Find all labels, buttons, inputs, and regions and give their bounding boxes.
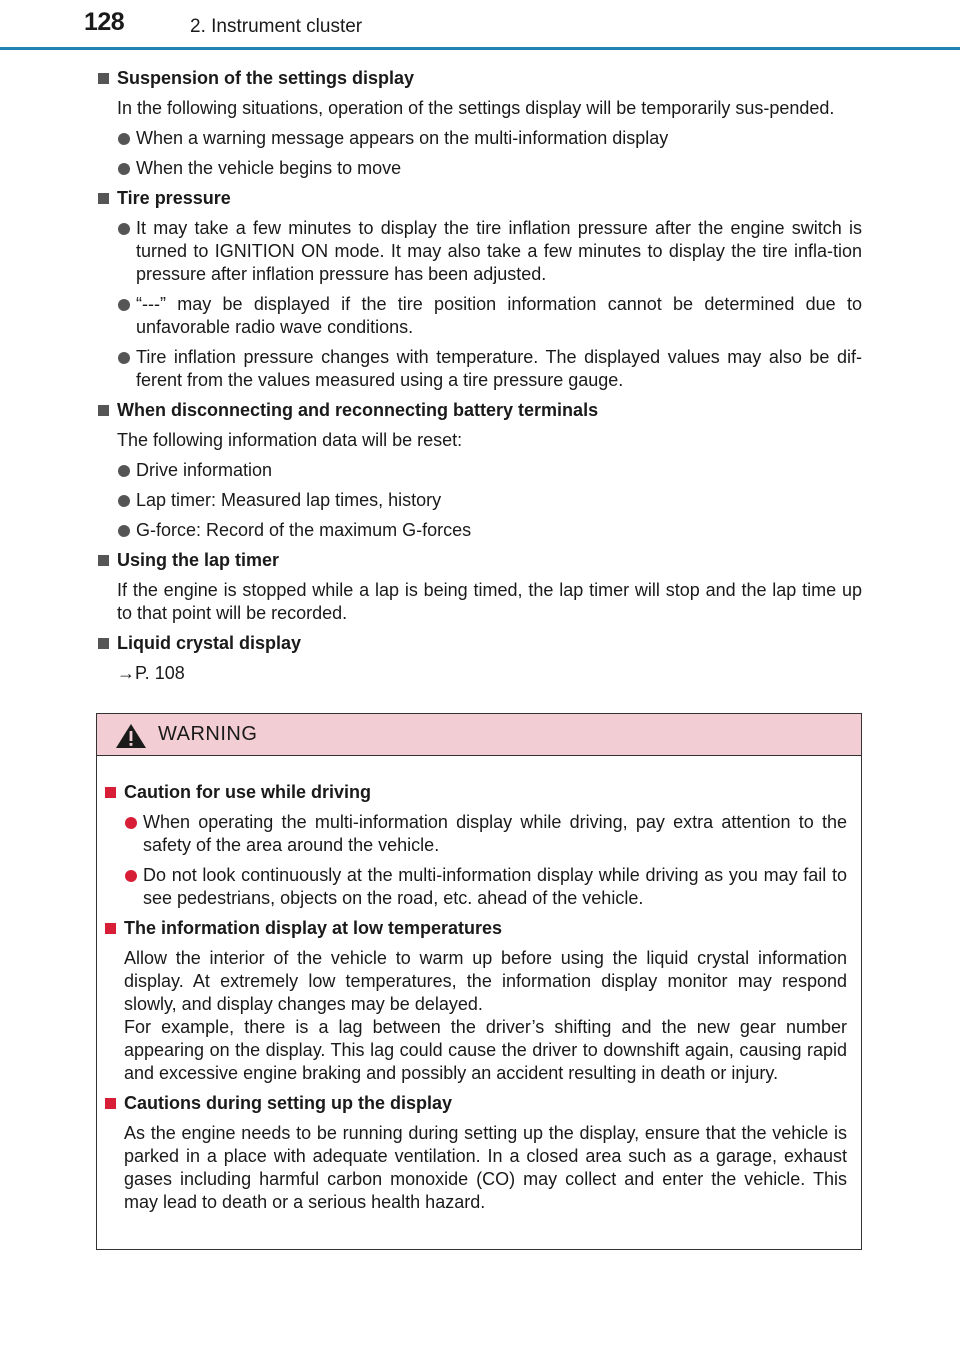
list-item: It may take a few minutes to display the… (96, 217, 862, 286)
heading-text: Liquid crystal display (117, 633, 302, 653)
list-item: “---” may be displayed if the tire posit… (96, 293, 862, 339)
list-item: Lap timer: Measured lap times, history (96, 489, 862, 512)
heading-text: The information display at low temperatu… (124, 918, 503, 938)
warning-section-driving: Caution for use while driving When opera… (103, 781, 847, 910)
square-bullet-icon (98, 555, 109, 566)
paragraph: Allow the interior of the vehicle to war… (124, 948, 847, 1014)
section-lap-timer: Using the lap timer If the engine is sto… (96, 549, 862, 625)
round-bullet-icon (118, 352, 130, 364)
warning-triangle-icon (116, 724, 146, 748)
section-heading: Liquid crystal display (96, 632, 862, 655)
square-bullet-icon (105, 787, 116, 798)
section-heading: Suspension of the settings display (96, 67, 862, 90)
section-heading: Using the lap timer (96, 549, 862, 572)
list-item: Tire inflation pressure changes with tem… (96, 346, 862, 392)
list-item-text: Lap timer: Measured lap times, history (136, 490, 442, 510)
warning-body: Caution for use while driving When opera… (97, 756, 861, 1214)
list-item: Do not look continuously at the multi-in… (103, 864, 847, 910)
list-item-text: When operating the multi-information dis… (143, 812, 847, 855)
list-item-text: Tire inflation pressure changes with tem… (136, 347, 862, 390)
round-bullet-icon (125, 817, 137, 829)
warning-heading: Caution for use while driving (103, 781, 847, 804)
list-item: When a warning message appears on the mu… (96, 127, 862, 150)
list-item-text: Do not look continuously at the multi-in… (143, 865, 847, 908)
square-bullet-icon (105, 923, 116, 934)
paragraph: As the engine needs to be running during… (124, 1123, 847, 1212)
round-bullet-icon (125, 870, 137, 882)
warning-box: WARNING Caution for use while driving Wh… (96, 713, 862, 1250)
header-rule (0, 47, 960, 50)
warning-heading: Cautions during setting up the display (103, 1092, 847, 1115)
section-tire-pressure: Tire pressure It may take a few minutes … (96, 187, 862, 392)
square-bullet-icon (105, 1098, 116, 1109)
square-bullet-icon (98, 638, 109, 649)
chapter-title: 2. Instrument cluster (190, 16, 363, 37)
round-bullet-icon (118, 299, 130, 311)
paragraph: For example, there is a lag between the … (124, 1017, 847, 1083)
paragraph: In the following situations, operation o… (117, 98, 835, 118)
paragraph: The following information data will be r… (117, 430, 463, 450)
list-item-text: When a warning message appears on the mu… (136, 128, 669, 148)
section-battery-terminals: When disconnecting and reconnecting batt… (96, 399, 862, 542)
list-item-text: Drive information (136, 460, 273, 480)
list-item: G-force: Record of the maximum G-forces (96, 519, 862, 542)
round-bullet-icon (118, 133, 130, 145)
list-item-text: It may take a few minutes to display the… (136, 218, 862, 284)
heading-text: Suspension of the settings display (117, 68, 415, 88)
square-bullet-icon (98, 73, 109, 84)
section-heading: Tire pressure (96, 187, 862, 210)
list-item-text: G-force: Record of the maximum G-forces (136, 520, 472, 540)
list-item-text: “---” may be displayed if the tire posit… (136, 294, 862, 337)
section-heading: When disconnecting and reconnecting batt… (96, 399, 862, 422)
heading-text: Tire pressure (117, 188, 231, 208)
page-reference-link[interactable]: →P. 108 (117, 663, 185, 683)
square-bullet-icon (98, 193, 109, 204)
section-settings-suspension: Suspension of the settings display In th… (96, 67, 862, 180)
round-bullet-icon (118, 495, 130, 507)
warning-heading: The information display at low temperatu… (103, 917, 847, 940)
round-bullet-icon (118, 525, 130, 537)
heading-text: Cautions during setting up the display (124, 1093, 453, 1113)
list-item-text: When the vehicle begins to move (136, 158, 402, 178)
round-bullet-icon (118, 163, 130, 175)
heading-text: Using the lap timer (117, 550, 280, 570)
warning-title: WARNING (158, 723, 258, 745)
round-bullet-icon (118, 223, 130, 235)
page-header: 128 2. Instrument cluster (0, 0, 960, 50)
warning-section-low-temp: The information display at low temperatu… (103, 917, 847, 1085)
warning-header: WARNING (97, 714, 861, 756)
list-item: When the vehicle begins to move (96, 157, 862, 180)
warning-section-setup: Cautions during setting up the display A… (103, 1092, 847, 1214)
section-liquid-crystal: Liquid crystal display →P. 108 (96, 632, 862, 685)
round-bullet-icon (118, 465, 130, 477)
heading-text: Caution for use while driving (124, 782, 372, 802)
heading-text: When disconnecting and reconnecting batt… (117, 400, 599, 420)
main-content: Suspension of the settings display In th… (96, 60, 862, 685)
page-number: 128 (84, 8, 125, 36)
square-bullet-icon (98, 405, 109, 416)
list-item: When operating the multi-information dis… (103, 811, 847, 857)
paragraph: If the engine is stopped while a lap is … (117, 580, 862, 623)
list-item: Drive information (96, 459, 862, 482)
